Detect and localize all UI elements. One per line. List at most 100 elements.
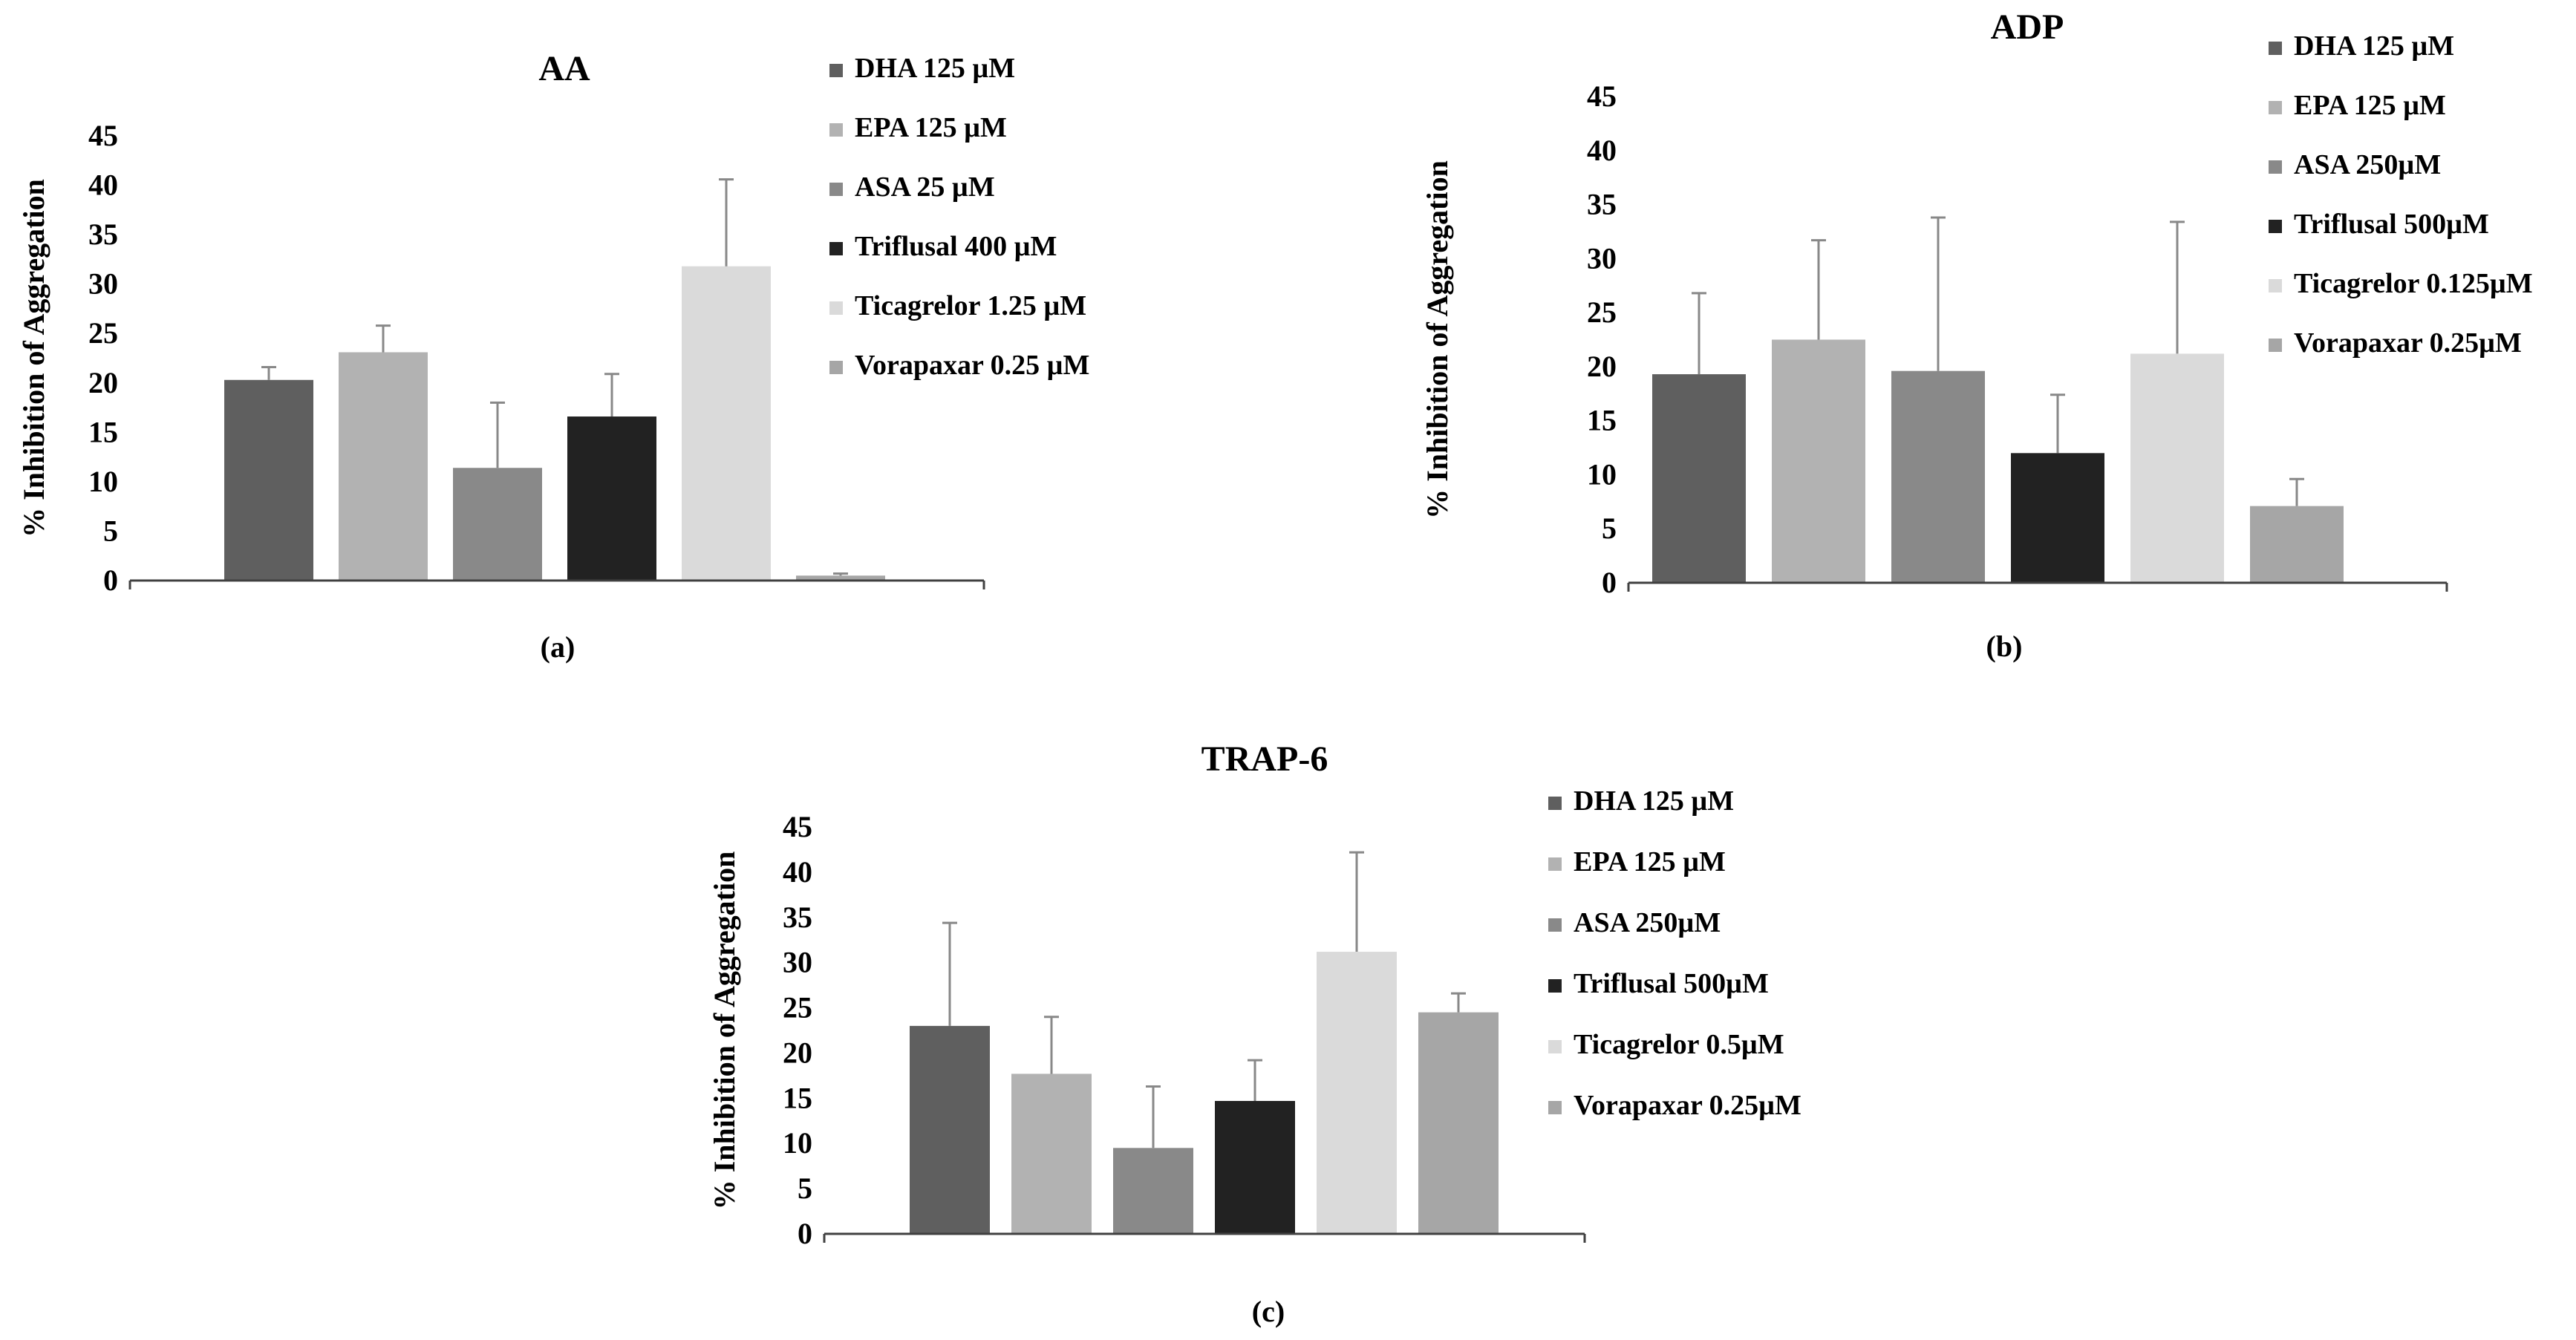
bar [1652, 374, 1746, 583]
y-tick-label: 20 [783, 1036, 812, 1069]
legend-label: Triflusal 400 µM [855, 231, 1057, 262]
bar [339, 352, 428, 581]
bar [1317, 952, 1397, 1234]
bar [1011, 1073, 1092, 1234]
legend-label: DHA 125 µM [2294, 30, 2454, 62]
y-tick-label: 45 [783, 810, 812, 843]
y-tick-label: 10 [88, 465, 118, 498]
y-axis-label: % Inhibition of Aggregation [1421, 160, 1454, 519]
y-tick-label: 10 [783, 1126, 812, 1160]
panel-caption: (b) [1986, 630, 2023, 663]
y-tick-label: 30 [783, 946, 812, 979]
legend-swatch [2269, 339, 2282, 352]
y-tick-label: 25 [88, 316, 118, 350]
y-tick-label: 45 [1587, 79, 1617, 113]
legend-label: EPA 125 µM [2294, 90, 2446, 121]
bar [2011, 453, 2104, 583]
y-axis-label: % Inhibition of Aggregation [708, 852, 741, 1210]
y-tick-label: 35 [88, 218, 118, 251]
y-tick-label: 40 [783, 855, 812, 889]
y-tick-label: 5 [798, 1171, 812, 1205]
bar [2130, 353, 2224, 583]
legend-swatch [829, 183, 843, 196]
legend-label: Ticagrelor 0.125µM [2294, 268, 2533, 299]
y-tick-label: 35 [783, 901, 812, 934]
legend-swatch [829, 301, 843, 315]
legend-label: EPA 125 µM [1574, 846, 1726, 877]
y-tick-label: 40 [1587, 134, 1617, 167]
y-tick-label: 10 [1587, 457, 1617, 491]
legend-swatch [1548, 979, 1562, 993]
panel-caption: (c) [1252, 1295, 1285, 1328]
y-tick-label: 5 [103, 514, 118, 547]
legend-swatch [1548, 918, 1562, 932]
bar [910, 1025, 990, 1234]
y-tick-label: 40 [88, 169, 118, 202]
legend-label: Ticagrelor 1.25 µM [855, 290, 1086, 321]
bar [1772, 339, 1865, 583]
legend-label: DHA 125 µM [1574, 785, 1734, 817]
legend-label: Triflusal 500µM [2294, 209, 2489, 240]
legend-label: Vorapaxar 0.25µM [1574, 1090, 1801, 1121]
y-tick-label: 0 [103, 563, 118, 597]
y-tick-label: 5 [1602, 512, 1617, 545]
y-tick-label: 15 [1587, 404, 1617, 437]
legend-label: EPA 125 µM [855, 112, 1007, 143]
bar [2250, 506, 2344, 583]
legend-label: ASA 250µM [1574, 907, 1721, 938]
y-tick-label: 25 [1587, 295, 1617, 329]
legend-swatch [2269, 220, 2282, 233]
y-tick-label: 20 [1587, 350, 1617, 383]
legend: DHA 125 µM EPA 125 µM ASA 250µM Triflusal 5… [1548, 785, 1801, 1121]
y-tick-label: 15 [88, 415, 118, 448]
legend: DHA 125 µM EPA 125 µM ASA 25 µM Triflusal 4… [829, 53, 1089, 381]
legend-swatch [1548, 1101, 1562, 1114]
chart-1: AA % Inhibition of Aggregation 0 5 10 15 20 25 3… [17, 49, 1089, 664]
bar [567, 416, 656, 581]
legend-swatch [2269, 160, 2282, 174]
legend-swatch [1548, 857, 1562, 871]
y-tick-label: 0 [798, 1217, 812, 1250]
bar [1418, 1012, 1499, 1234]
panel-caption: (a) [541, 630, 575, 664]
y-tick-label: 45 [88, 119, 118, 152]
legend-swatch [2269, 101, 2282, 114]
legend-swatch [2269, 279, 2282, 292]
legend-label: Vorapaxar 0.25µM [2294, 327, 2522, 359]
legend-swatch [2269, 42, 2282, 55]
y-tick-label: 25 [783, 991, 812, 1024]
legend-swatch [829, 123, 843, 137]
legend-swatch [1548, 797, 1562, 810]
legend-label: ASA 25 µM [855, 171, 995, 203]
legend-swatch [829, 361, 843, 374]
bar [1113, 1148, 1193, 1234]
legend-label: Ticagrelor 0.5µM [1574, 1029, 1784, 1060]
bar [796, 575, 885, 581]
legend-swatch [1548, 1040, 1562, 1053]
bar [224, 379, 313, 581]
legend-label: Vorapaxar 0.25 µM [855, 350, 1089, 381]
y-tick-label: 35 [1587, 188, 1617, 221]
y-tick-label: 30 [88, 267, 118, 301]
y-tick-label: 15 [783, 1081, 812, 1114]
legend-swatch [829, 64, 843, 77]
chart-3: TRAP-6 % Inhibition of Aggregation 0 5 10 15 2… [708, 739, 1801, 1328]
y-tick-label: 30 [1587, 241, 1617, 275]
legend-label: DHA 125 µM [855, 53, 1015, 84]
legend: DHA 125 µM EPA 125 µM ASA 250µM Triflusal 5… [2269, 30, 2533, 359]
legend-label: Triflusal 500µM [1574, 968, 1769, 999]
chart-2: ADP % Inhibition of Aggregation 0 5 10 15 20 25… [1421, 7, 2532, 663]
y-tick-label: 0 [1602, 566, 1617, 599]
legend-swatch [829, 242, 843, 255]
legend-label: ASA 250µM [2294, 149, 2441, 180]
y-axis-label: % Inhibition of Aggregation [17, 179, 50, 537]
bar [682, 266, 771, 581]
chart-title: ADP [1991, 7, 2064, 47]
chart-title: AA [538, 49, 590, 88]
bar [453, 468, 542, 581]
y-tick-label: 20 [88, 366, 118, 399]
bar [1891, 370, 1985, 583]
bar [1215, 1100, 1295, 1234]
chart-title: TRAP-6 [1201, 739, 1328, 779]
